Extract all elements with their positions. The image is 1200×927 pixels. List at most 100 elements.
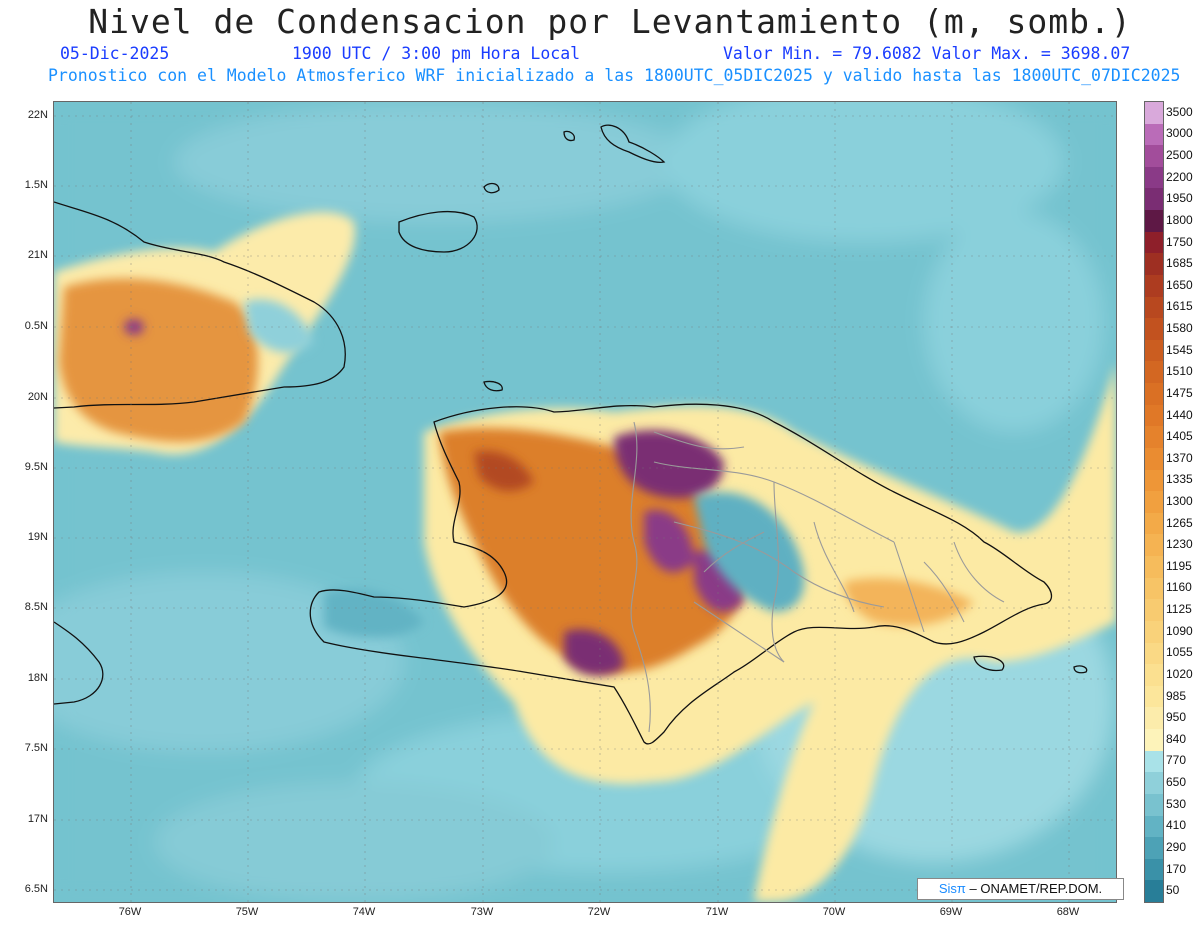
min-max-values: Valor Min. = 79.6082 Valor Max. = 3698.0… (723, 44, 1131, 63)
colorbar-label: 1230 (1166, 537, 1193, 552)
colorbar-label: 1615 (1166, 299, 1193, 314)
forecast-time: 1900 UTC / 3:00 pm Hora Local (292, 44, 581, 63)
colorbar-label: 950 (1166, 710, 1187, 725)
lat-label: 7.5N (24, 742, 48, 754)
lat-label: 17N (27, 813, 48, 825)
colorbar-label: 1510 (1166, 364, 1193, 379)
colorbar-swatch (1145, 339, 1163, 362)
colorbar-label: 650 (1166, 775, 1187, 790)
colorbar-swatch (1145, 556, 1163, 579)
colorbar-label: 1475 (1166, 385, 1193, 400)
colorbar-label: 1090 (1166, 623, 1193, 638)
lat-label: 21N (27, 249, 48, 261)
colorbar-label: 1300 (1166, 494, 1193, 508)
colorbar-label: 1020 (1166, 666, 1193, 681)
colorbar-label: 1950 (1166, 191, 1193, 206)
colorbar-label: 1055 (1166, 645, 1193, 660)
colorbar-label: 3000 (1166, 126, 1193, 141)
colorbar-label: 2500 (1166, 148, 1193, 163)
colorbar-swatch (1145, 620, 1163, 644)
colorbar (1144, 101, 1164, 903)
lon-label: 73W (470, 906, 494, 918)
credit-box: Sisπ – ONAMET/REP.DOM. (917, 878, 1124, 900)
colorbar-swatch (1145, 318, 1163, 341)
forecast-date: 05-Dic-2025 (60, 44, 170, 63)
lat-label: 20N (27, 391, 48, 403)
colorbar-label: 1650 (1166, 277, 1193, 292)
colorbar-swatch (1145, 837, 1163, 860)
coastlines (54, 124, 1088, 745)
colorbar-swatch (1145, 664, 1163, 687)
colorbar-swatch (1145, 166, 1163, 189)
colorbar-swatch (1145, 534, 1163, 557)
colorbar-swatch (1145, 880, 1163, 902)
lat-label: 18N (27, 672, 48, 684)
lat-label: 6.5N (24, 883, 48, 895)
colorbar-swatch (1145, 188, 1163, 211)
map-title: Nivel de Condensacion por Levantamiento … (88, 2, 1132, 41)
colorbar-label: 410 (1166, 818, 1187, 833)
colorbar-label: 530 (1166, 796, 1187, 811)
colorbar-label: 1750 (1166, 234, 1193, 249)
colorbar-label: 170 (1166, 861, 1187, 876)
lon-label: 74W (352, 906, 376, 918)
colorbar-label: 290 (1166, 839, 1187, 854)
sispi-logo-text: Sisπ (938, 881, 966, 896)
colorbar-swatch (1145, 793, 1163, 816)
lat-label: 9.5N (24, 461, 48, 473)
lon-label: 71W (705, 906, 729, 918)
colorbar-swatch (1145, 210, 1163, 233)
colorbar-label: 985 (1166, 688, 1187, 703)
lat-label: 0.5N (24, 320, 48, 332)
colorbar-label: 50 (1166, 883, 1180, 898)
colorbar-swatch (1145, 231, 1163, 254)
colorbar-swatch (1145, 253, 1163, 276)
lat-label: 22N (27, 109, 48, 121)
colorbar-label: 1405 (1166, 429, 1193, 444)
lon-label: 75W (235, 906, 259, 918)
colorbar-swatch (1145, 599, 1163, 622)
colorbar-label: 1370 (1166, 450, 1193, 465)
colorbar-swatch (1145, 858, 1163, 881)
colorbar-swatch (1145, 274, 1163, 298)
colorbar-swatch (1145, 102, 1163, 125)
colorbar-label: 1195 (1166, 558, 1192, 573)
colorbar-label: 1580 (1166, 321, 1193, 336)
lon-label: 69W (939, 906, 963, 918)
credit-dash: – (969, 881, 977, 896)
colorbar-swatch (1145, 123, 1163, 146)
colorbar-swatch (1145, 642, 1163, 665)
lat-label: 8.5N (24, 601, 48, 613)
colorbar-label: 1335 (1166, 472, 1193, 487)
colorbar-label: 3500 (1166, 104, 1193, 119)
colorbar-label: 840 (1166, 731, 1187, 746)
colorbar-swatch (1145, 772, 1163, 795)
lcl-teal-patches (244, 299, 805, 638)
credit-org: ONAMET/REP.DOM. (980, 881, 1103, 896)
lon-label: 76W (118, 906, 142, 918)
colorbar-label: 770 (1166, 753, 1187, 768)
colorbar-swatch (1145, 512, 1163, 535)
colorbar-swatch (1145, 383, 1163, 406)
lat-label: 19N (27, 531, 48, 543)
colorbar-swatch (1145, 145, 1163, 168)
colorbar-label: 1440 (1166, 407, 1193, 422)
colorbar-swatch (1145, 447, 1163, 471)
colorbar-label: 1160 (1166, 580, 1192, 595)
colorbar-swatch (1145, 685, 1163, 708)
colorbar-label: 1125 (1166, 602, 1192, 617)
lon-label: 72W (587, 906, 611, 918)
lcl-map (53, 101, 1117, 903)
model-info-line: Pronostico con el Modelo Atmosferico WRF… (48, 66, 1181, 85)
province-borders (630, 421, 1005, 733)
lat-label: 1.5N (24, 179, 48, 191)
colorbar-swatch (1145, 491, 1163, 514)
colorbar-swatch (1145, 426, 1163, 449)
colorbar-label: 1685 (1166, 256, 1193, 271)
colorbar-swatch (1145, 815, 1163, 838)
colorbar-label: 1800 (1166, 212, 1193, 227)
colorbar-swatch (1145, 404, 1163, 427)
colorbar-swatch (1145, 296, 1163, 319)
colorbar-swatch (1145, 729, 1163, 752)
lon-label: 70W (822, 906, 846, 918)
